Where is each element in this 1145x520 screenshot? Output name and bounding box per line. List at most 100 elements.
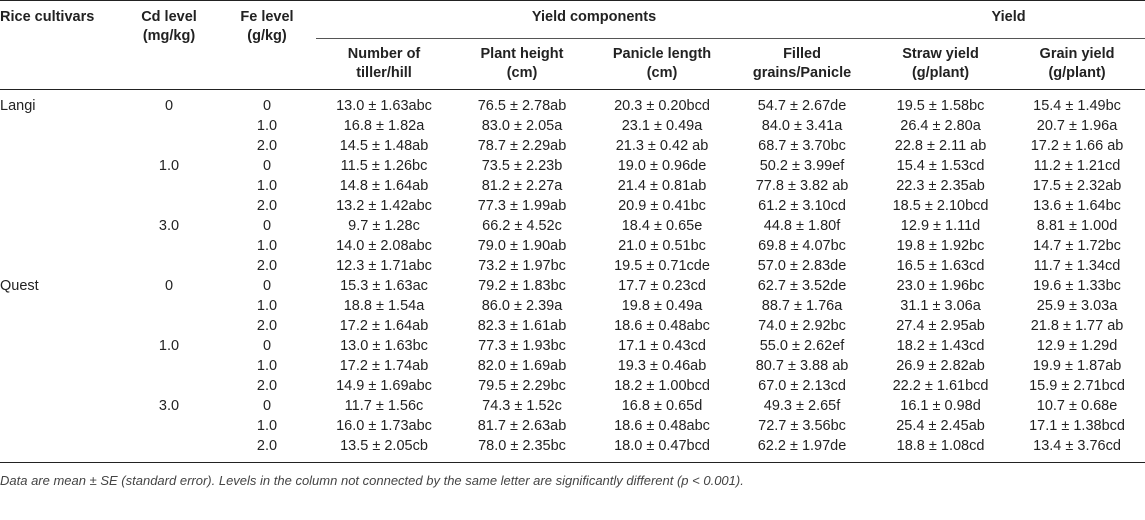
cell-fe-level: 0 [262, 278, 272, 294]
cell-cd-level [120, 196, 218, 216]
cell-cultivar [0, 176, 120, 196]
table-row: Langi 0 0 13.0 ± 1.63abc 76.5 ± 2.78ab 20.3 ±… [0, 90, 1145, 117]
table-row: 1.0 14.0 ± 2.08abc 79.0 ± 1.90ab 21.0 ± 0.5… [0, 236, 1145, 256]
yield-table: Rice cultivars Cd level (mg/kg) Fe level… [0, 0, 1145, 463]
table-row: 2.0 14.5 ± 1.48ab 78.7 ± 2.29ab 21.3 ± 0.42… [0, 136, 1145, 156]
header-panicle-line2: (cm) [646, 65, 678, 81]
cell-panicle-length: 19.8 ± 0.49a [621, 298, 703, 314]
header-panicle-line1: Panicle length [612, 46, 712, 62]
cell-filled-grains: 62.7 ± 3.52de [757, 278, 847, 294]
cell-cultivar [0, 296, 120, 316]
cell-plant-height: 78.0 ± 2.35bc [478, 438, 566, 454]
cell-straw-yield: 25.4 ± 2.45ab [896, 418, 985, 434]
cell-cultivar [0, 136, 120, 156]
header-straw-yield: Straw yield (g/plant) [872, 39, 1009, 90]
header-fe-level: Fe level (g/kg) [218, 1, 316, 90]
cell-cd-level [120, 356, 218, 376]
cell-panicle-length: 17.1 ± 0.43cd [618, 338, 706, 354]
cell-straw-yield: 19.5 ± 1.58bc [896, 98, 985, 114]
header-grains-line1: Filled [783, 46, 821, 62]
header-fe-line2: (g/kg) [247, 28, 287, 44]
header-straw-line1: Straw yield [902, 46, 979, 62]
table-row: 1.0 14.8 ± 1.64ab 81.2 ± 2.27a 21.4 ± 0.81a… [0, 176, 1145, 196]
cell-panicle-length: 20.9 ± 0.41bc [618, 198, 706, 214]
cell-cd-level [120, 236, 218, 256]
cell-cd-level: 1.0 [158, 338, 180, 354]
cell-filled-grains: 88.7 ± 1.76a [761, 298, 843, 314]
cell-tiller: 11.7 ± 1.56c [344, 398, 424, 414]
cell-cd-level [120, 316, 218, 336]
cell-cultivar [0, 416, 120, 436]
cell-cultivar [0, 436, 120, 463]
cell-cd-level [120, 296, 218, 316]
cell-plant-height: 79.5 ± 2.29bc [478, 378, 566, 394]
cell-plant-height: 77.3 ± 1.99ab [477, 198, 567, 214]
table-row: Quest 0 0 15.3 ± 1.63ac 79.2 ± 1.83bc 17.7 ± … [0, 276, 1145, 296]
cell-straw-yield: 16.1 ± 0.98d [900, 398, 981, 414]
cell-fe-level: 0 [262, 338, 272, 354]
cell-grain-yield: 15.4 ± 1.49bc [1033, 98, 1121, 114]
cell-filled-grains: 84.0 ± 3.41a [761, 118, 843, 134]
cell-panicle-length: 18.0 ± 0.47bcd [614, 438, 710, 454]
cell-panicle-length: 19.3 ± 0.46ab [617, 358, 707, 374]
cell-tiller: 13.0 ± 1.63bc [340, 338, 428, 354]
cell-grain-yield: 21.8 ± 1.77 ab [1030, 318, 1124, 334]
table-row: 1.0 0 11.5 ± 1.26bc 73.5 ± 2.23b 19.0 ± 0.96… [0, 156, 1145, 176]
cell-cultivar [0, 376, 120, 396]
header-row-2: Number of tiller/hill Plant height (cm) Pa… [0, 39, 1145, 90]
cell-plant-height: 86.0 ± 2.39a [481, 298, 563, 314]
header-grain-yield: Grain yield (g/plant) [1009, 39, 1145, 90]
cell-straw-yield: 15.4 ± 1.53cd [896, 158, 985, 174]
cell-grain-yield: 8.81 ± 1.00d [1036, 218, 1118, 234]
cell-filled-grains: 77.8 ± 3.82 ab [755, 178, 849, 194]
cell-tiller: 16.0 ± 1.73abc [336, 418, 432, 434]
cell-grain-yield: 20.7 ± 1.96a [1036, 118, 1118, 134]
cell-grain-yield: 13.4 ± 3.76cd [1033, 438, 1121, 454]
cell-tiller: 14.5 ± 1.48ab [339, 138, 429, 154]
table-row: 1.0 18.8 ± 1.54a 86.0 ± 2.39a 19.8 ± 0.49a 8… [0, 296, 1145, 316]
cell-cultivar [0, 156, 120, 176]
cell-grain-yield: 17.5 ± 2.32ab [1032, 178, 1122, 194]
cell-panicle-length: 21.4 ± 0.81ab [617, 178, 707, 194]
cell-straw-yield: 16.5 ± 1.63cd [896, 258, 985, 274]
table-row: 1.0 17.2 ± 1.74ab 82.0 ± 1.69ab 19.3 ± 0.46… [0, 356, 1145, 376]
cell-fe-level: 0 [262, 98, 272, 114]
cell-grain-yield: 15.9 ± 2.71bcd [1029, 378, 1125, 394]
cell-plant-height: 79.2 ± 1.83bc [478, 278, 566, 294]
cell-straw-yield: 18.8 ± 1.08cd [896, 438, 985, 454]
table-row: 2.0 17.2 ± 1.64ab 82.3 ± 1.61ab 18.6 ± 0.48… [0, 316, 1145, 336]
cell-tiller: 18.8 ± 1.54a [343, 298, 425, 314]
table-row: 2.0 13.2 ± 1.42abc 77.3 ± 1.99ab 20.9 ± 0.4… [0, 196, 1145, 216]
cell-cultivar [0, 396, 120, 416]
table-row: 2.0 13.5 ± 2.05cb 78.0 ± 2.35bc 18.0 ± 0.47… [0, 436, 1145, 463]
header-row-1: Rice cultivars Cd level (mg/kg) Fe level… [0, 0, 1145, 44]
cell-cultivar [0, 336, 120, 356]
header-fe-line1: Fe level [240, 9, 294, 25]
cell-fe-level: 2.0 [256, 318, 278, 334]
cell-filled-grains: 54.7 ± 2.67de [757, 98, 847, 114]
cell-plant-height: 81.7 ± 2.63ab [477, 418, 567, 434]
cell-filled-grains: 80.7 ± 3.88 ab [755, 358, 849, 374]
header-grain-line2: (g/plant) [1048, 65, 1106, 81]
cell-filled-grains: 50.2 ± 3.99ef [759, 158, 845, 174]
header-height-line2: (cm) [506, 65, 538, 81]
cell-cultivar: Quest [0, 278, 39, 294]
cell-filled-grains: 61.2 ± 3.10cd [758, 198, 846, 214]
cell-cd-level [120, 416, 218, 436]
header-grains-line2: grains/Panicle [752, 65, 852, 81]
cell-cd-level: 1.0 [158, 158, 180, 174]
cell-fe-level: 2.0 [256, 138, 278, 154]
cell-tiller: 16.8 ± 1.82a [343, 118, 425, 134]
header-straw-line2: (g/plant) [911, 65, 970, 81]
cell-panicle-length: 21.3 ± 0.42 ab [615, 138, 709, 154]
cell-straw-yield: 22.3 ± 2.35ab [896, 178, 985, 194]
cell-fe-level: 1.0 [256, 178, 278, 194]
cell-grain-yield: 25.9 ± 3.03a [1036, 298, 1118, 314]
cell-filled-grains: 57.0 ± 2.83de [757, 258, 847, 274]
cell-straw-yield: 22.2 ± 1.61bcd [892, 378, 989, 394]
header-tiller: Number of tiller/hill [316, 39, 452, 90]
cell-tiller: 17.2 ± 1.64ab [339, 318, 429, 334]
cell-fe-level: 1.0 [256, 298, 278, 314]
header-cd-level: Cd level (mg/kg) [120, 1, 218, 90]
